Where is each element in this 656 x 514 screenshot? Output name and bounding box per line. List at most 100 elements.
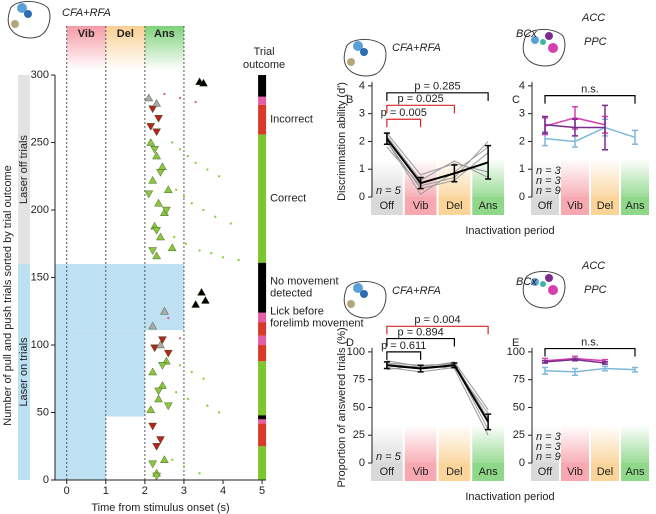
trial-marker (201, 296, 210, 304)
trial-dot (178, 148, 182, 151)
bracket-label: p = 0.894 (398, 326, 444, 338)
outcome-segment (258, 423, 267, 447)
x-axis-label: Time from stimulus onset (s) (91, 502, 229, 514)
bracket-label: p = 0.004 (414, 314, 460, 326)
panel-letter: D (346, 337, 354, 349)
bracket (544, 95, 636, 104)
error-bar (602, 104, 608, 151)
brain-icon (7, 1, 51, 39)
x-tick-label: 3 (181, 485, 187, 497)
trial-marker (199, 78, 208, 87)
trial-marker (191, 300, 201, 308)
trial-marker (148, 422, 158, 431)
region-label: BCx (516, 276, 537, 288)
trial-marker (150, 146, 159, 154)
region-label: ACC (581, 12, 605, 24)
region-label: ACC (581, 260, 605, 272)
region-dot (11, 20, 19, 28)
y-tick-label: 25 (353, 429, 365, 441)
phase-label: Ans (154, 28, 175, 40)
region-dot (353, 283, 363, 293)
category-box (371, 197, 403, 215)
condition-label: Laser off trials (18, 135, 30, 204)
phase-band (105, 26, 145, 70)
region-dot (540, 281, 546, 287)
category-label: Off (380, 200, 395, 212)
laser-block (55, 264, 184, 331)
trial-marker (148, 460, 158, 469)
bracket-label: p = 0.025 (398, 93, 444, 105)
category-label: Vib (567, 466, 583, 478)
series-line (544, 126, 636, 143)
condition-label: Laser on trials (18, 337, 30, 407)
trial-marker (148, 321, 158, 330)
category-box (561, 463, 589, 481)
trial-dot (178, 364, 182, 367)
y-tick-label: 0 (359, 457, 365, 469)
trial-dot (171, 458, 174, 461)
outcome-segment (258, 96, 267, 105)
series-line (386, 138, 489, 185)
trial-dot (167, 316, 170, 320)
trial-marker (146, 405, 156, 414)
trial-marker (158, 381, 167, 389)
x-tick-label: 1 (103, 485, 109, 497)
panel-letter: C (512, 94, 520, 106)
y-tick-label: 1 (519, 163, 525, 175)
category-box (371, 463, 403, 481)
trial-dot (206, 404, 209, 407)
bracket (544, 347, 636, 357)
y-tick-label: 0 (519, 191, 525, 203)
error-bar (451, 164, 458, 183)
trial-marker (162, 206, 171, 215)
region-dot (24, 10, 32, 18)
trial-marker (163, 349, 173, 358)
trial-marker (144, 190, 154, 199)
y-tick-label: 300 (31, 69, 49, 81)
y-tick-label: 0 (43, 474, 49, 486)
region-dot (347, 300, 355, 308)
outcome-label: Lick before (270, 305, 324, 317)
category-box (531, 463, 559, 481)
laser-block (55, 330, 145, 417)
y-tick-label: 100 (31, 339, 49, 351)
trial-marker (152, 227, 161, 235)
error-bar (383, 361, 390, 370)
category-label: Ans (479, 466, 498, 478)
trial-marker (148, 367, 158, 376)
trial-dot (237, 258, 240, 262)
x-tick-label: 2 (142, 485, 148, 497)
n-label: n = 5 (376, 451, 402, 463)
trial-dot (221, 256, 225, 259)
brain-icon (343, 39, 387, 77)
trial-dot (198, 249, 201, 252)
error-bar (632, 366, 638, 373)
trial-dot (202, 377, 205, 380)
trial-marker (160, 306, 169, 315)
n-label: n = 9 (536, 185, 561, 197)
y-tick-label: 75 (353, 374, 365, 386)
n-label: n = 3 (536, 165, 562, 177)
outcome-segment (258, 361, 267, 416)
category-label: Off (380, 466, 395, 478)
category-box (621, 197, 649, 215)
bracket (386, 92, 489, 101)
category-box (472, 197, 504, 215)
outcome-segment (258, 262, 267, 313)
region-label: CFA+RFA (392, 42, 441, 54)
trial-marker (156, 436, 165, 444)
x-tick-label: 5 (259, 485, 265, 497)
trial-dot (171, 141, 174, 144)
y-tick-label: 25 (513, 429, 525, 441)
category-box (531, 197, 559, 215)
error-bar (485, 144, 492, 180)
n-label: n = 3 (536, 175, 562, 187)
brain-icon (522, 29, 566, 67)
trial-dot (186, 397, 190, 401)
category-label: Del (446, 200, 463, 212)
trial-marker (156, 340, 165, 349)
category-box (404, 463, 437, 481)
bracket (386, 337, 455, 347)
region-dot (353, 41, 363, 51)
